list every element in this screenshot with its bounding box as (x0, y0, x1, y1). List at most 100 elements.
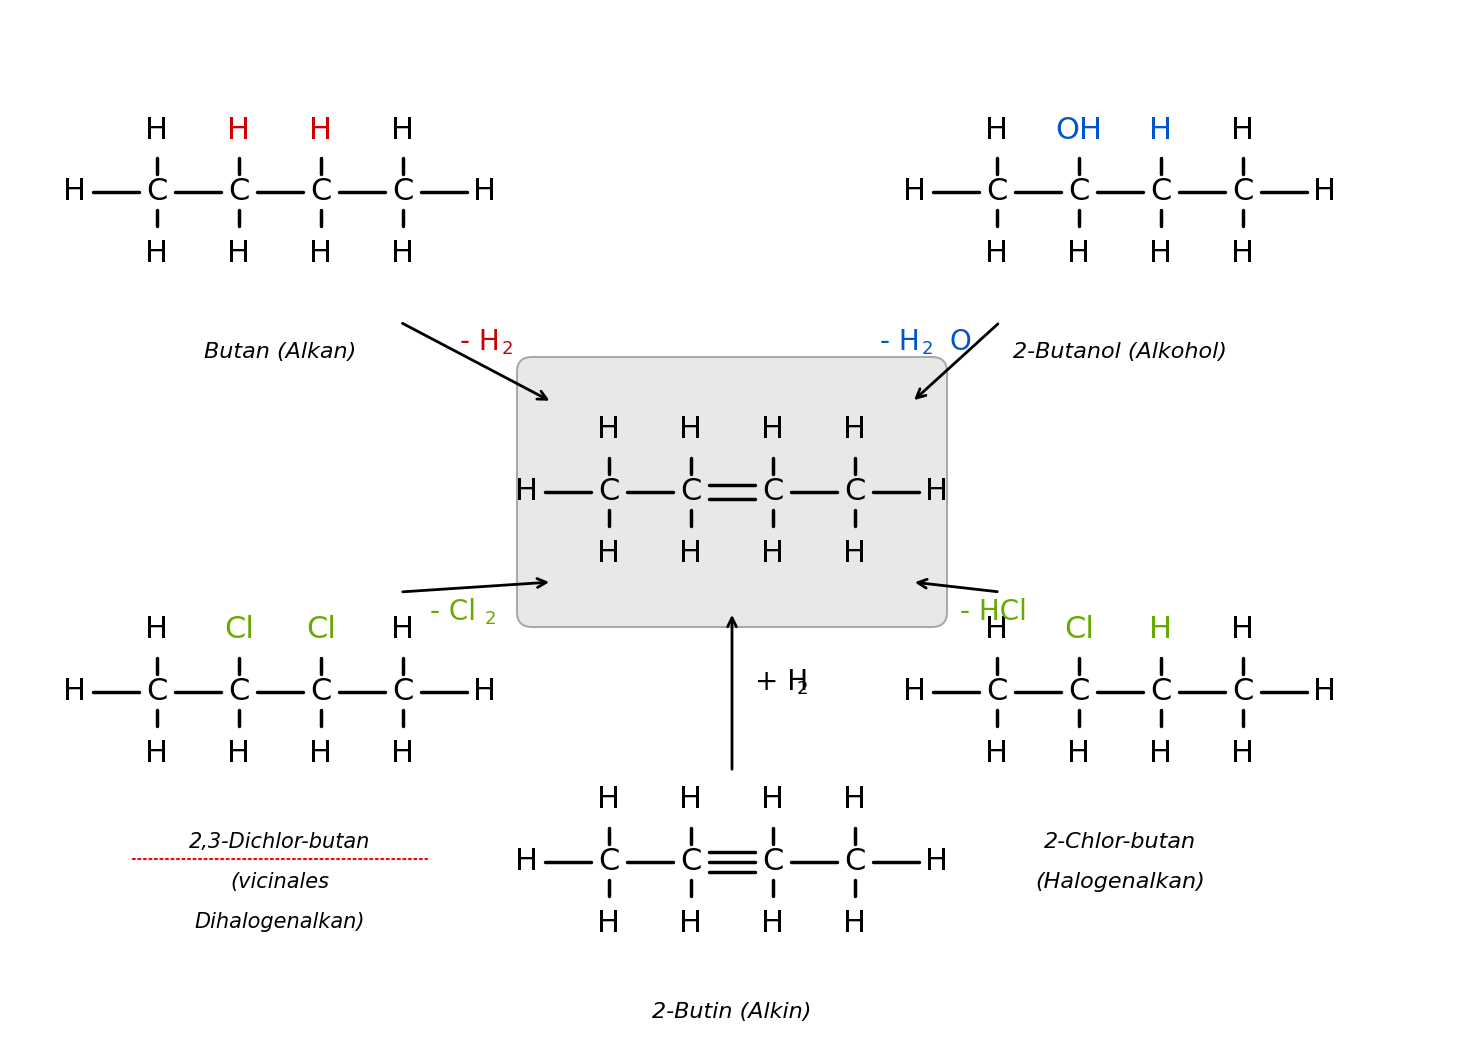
Text: 2,3-Dichlor-butan: 2,3-Dichlor-butan (189, 832, 370, 852)
Text: C: C (763, 847, 783, 876)
Text: H: H (679, 910, 703, 939)
Text: H: H (985, 740, 1009, 769)
Text: H: H (227, 240, 250, 269)
Text: H: H (515, 477, 539, 506)
Text: Cl: Cl (1064, 616, 1094, 645)
Text: H: H (515, 847, 539, 876)
Text: H: H (1313, 677, 1337, 706)
Text: C: C (987, 177, 1007, 206)
Text: H: H (391, 616, 414, 645)
Text: H: H (1067, 240, 1091, 269)
Text: - H: - H (880, 328, 919, 356)
Text: H: H (1149, 740, 1173, 769)
Text: H: H (1231, 740, 1255, 769)
Text: H: H (227, 740, 250, 769)
Text: 2: 2 (796, 680, 808, 698)
Text: H: H (391, 740, 414, 769)
Text: H: H (761, 540, 785, 569)
Text: Cl: Cl (224, 616, 253, 645)
Text: H: H (761, 416, 785, 445)
Text: H: H (761, 910, 785, 939)
Text: - HCl: - HCl (960, 598, 1026, 626)
Text: (vicinales: (vicinales (230, 872, 329, 892)
Text: H: H (761, 786, 785, 815)
Text: H: H (925, 477, 949, 506)
Text: 2-Butanol (Alkohol): 2-Butanol (Alkohol) (1013, 342, 1227, 362)
Text: C: C (310, 177, 332, 206)
Text: C: C (681, 477, 701, 506)
Text: C: C (1151, 677, 1171, 706)
Text: H: H (1067, 740, 1091, 769)
Text: H: H (597, 416, 621, 445)
Text: H: H (843, 416, 867, 445)
Text: H: H (473, 677, 496, 706)
Text: Dihalogenalkan): Dihalogenalkan) (195, 912, 365, 932)
FancyBboxPatch shape (517, 357, 947, 627)
Text: H: H (473, 177, 496, 206)
Text: C: C (845, 477, 865, 506)
Text: H: H (903, 177, 927, 206)
Text: H: H (679, 786, 703, 815)
Text: H: H (985, 116, 1009, 145)
Text: H: H (1231, 616, 1255, 645)
Text: H: H (925, 847, 949, 876)
Text: H: H (63, 177, 86, 206)
Text: (Halogenalkan): (Halogenalkan) (1035, 872, 1205, 892)
Text: Butan (Alkan): Butan (Alkan) (203, 342, 356, 362)
Text: 2-Butin (Alkin): 2-Butin (Alkin) (653, 1002, 811, 1022)
Text: H: H (597, 910, 621, 939)
Text: H: H (843, 786, 867, 815)
Text: H: H (391, 240, 414, 269)
Text: 2: 2 (485, 610, 496, 628)
Text: H: H (145, 616, 168, 645)
Text: H: H (679, 540, 703, 569)
Text: C: C (392, 677, 414, 706)
Text: H: H (63, 677, 86, 706)
Text: C: C (845, 847, 865, 876)
Text: C: C (763, 477, 783, 506)
Text: H: H (843, 540, 867, 569)
Text: - H: - H (460, 328, 499, 356)
Text: C: C (1069, 177, 1089, 206)
Text: H: H (145, 116, 168, 145)
Text: C: C (1233, 177, 1253, 206)
Text: C: C (1069, 677, 1089, 706)
Text: C: C (228, 677, 250, 706)
Text: 2: 2 (922, 340, 934, 358)
Text: Cl: Cl (306, 616, 335, 645)
Text: H: H (391, 116, 414, 145)
Text: H: H (227, 116, 250, 145)
Text: OH: OH (1056, 116, 1102, 145)
Text: C: C (987, 677, 1007, 706)
Text: H: H (1149, 616, 1173, 645)
Text: H: H (843, 910, 867, 939)
Text: C: C (1151, 177, 1171, 206)
Text: C: C (392, 177, 414, 206)
Text: + H: + H (755, 668, 808, 696)
Text: H: H (903, 677, 927, 706)
Text: H: H (309, 116, 332, 145)
Text: H: H (1149, 116, 1173, 145)
Text: 2-Chlor-butan: 2-Chlor-butan (1044, 832, 1196, 852)
Text: O: O (950, 328, 972, 356)
Text: H: H (145, 240, 168, 269)
Text: H: H (985, 240, 1009, 269)
Text: H: H (1231, 116, 1255, 145)
Text: C: C (310, 677, 332, 706)
Text: H: H (1313, 177, 1337, 206)
Text: C: C (599, 477, 619, 506)
Text: H: H (145, 740, 168, 769)
Text: H: H (597, 786, 621, 815)
Text: H: H (597, 540, 621, 569)
Text: C: C (599, 847, 619, 876)
Text: C: C (681, 847, 701, 876)
Text: C: C (228, 177, 250, 206)
Text: H: H (679, 416, 703, 445)
Text: C: C (1233, 677, 1253, 706)
Text: - Cl: - Cl (430, 598, 476, 626)
Text: H: H (1231, 240, 1255, 269)
Text: H: H (985, 616, 1009, 645)
Text: C: C (146, 177, 168, 206)
Text: H: H (309, 240, 332, 269)
Text: C: C (146, 677, 168, 706)
